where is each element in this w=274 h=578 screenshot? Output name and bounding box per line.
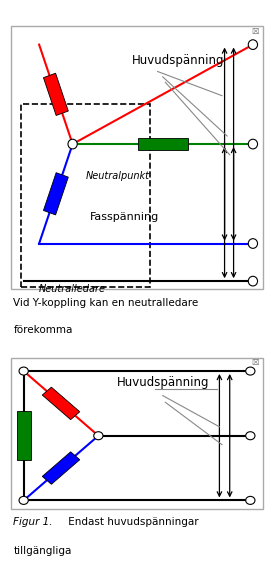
Text: Neutralpunkt: Neutralpunkt (85, 171, 150, 181)
Text: förekomma: förekomma (13, 325, 73, 335)
Text: tillgängliga: tillgängliga (13, 546, 72, 556)
Polygon shape (44, 173, 68, 215)
Circle shape (248, 239, 258, 249)
Text: Figur 1.: Figur 1. (13, 517, 53, 527)
Text: ☒: ☒ (252, 27, 259, 36)
Circle shape (248, 40, 258, 50)
Polygon shape (42, 387, 80, 420)
Text: Vid Y-koppling kan en neutralledare: Vid Y-koppling kan en neutralledare (13, 298, 199, 307)
Polygon shape (138, 138, 188, 150)
Polygon shape (42, 452, 80, 484)
Bar (21, 103, 150, 287)
Circle shape (246, 432, 255, 440)
Circle shape (246, 367, 255, 375)
Circle shape (94, 432, 103, 440)
Polygon shape (17, 411, 31, 460)
Circle shape (19, 497, 28, 505)
Text: ☒: ☒ (252, 358, 259, 366)
Text: Fasspänning: Fasspänning (90, 212, 159, 221)
Text: Huvudspänning: Huvudspänning (132, 54, 224, 67)
Polygon shape (44, 73, 68, 116)
Circle shape (246, 497, 255, 505)
Text: Endast huvudspänningar: Endast huvudspänningar (65, 517, 198, 527)
Circle shape (248, 139, 258, 149)
Circle shape (19, 367, 28, 375)
Text: Neutralledare: Neutralledare (39, 284, 106, 294)
Circle shape (248, 276, 258, 286)
Text: Huvudspänning: Huvudspänning (116, 376, 209, 389)
Circle shape (68, 139, 77, 149)
